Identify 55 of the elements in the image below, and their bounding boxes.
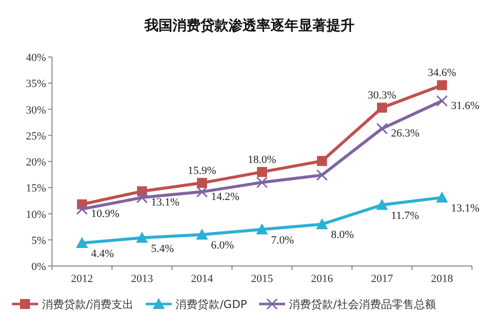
x-tick-label: 2013 bbox=[131, 273, 154, 285]
point bbox=[317, 156, 327, 166]
legend-label: 消费贷款/GDP bbox=[176, 298, 248, 311]
data-label: 18.0% bbox=[248, 154, 276, 166]
data-label: 4.4% bbox=[91, 248, 114, 260]
data-label: 34.6% bbox=[428, 67, 456, 80]
point bbox=[136, 232, 148, 243]
data-label: 11.7% bbox=[391, 210, 420, 222]
y-tick-label: 10% bbox=[26, 208, 46, 221]
point bbox=[76, 203, 88, 215]
y-tick-label: 20% bbox=[26, 156, 46, 168]
point bbox=[376, 198, 388, 210]
data-label: 14.2% bbox=[211, 190, 240, 203]
point bbox=[376, 122, 388, 134]
point bbox=[436, 95, 448, 107]
y-tick-label: 5% bbox=[31, 234, 46, 247]
x-tick-label: 2018 bbox=[431, 273, 454, 285]
x-tick-label: 2016 bbox=[311, 273, 334, 285]
chart-title: 我国消费贷款渗透率逐年显著提升 bbox=[144, 17, 354, 34]
data-label: 13.1% bbox=[451, 202, 480, 215]
point bbox=[436, 192, 448, 203]
x-tick-label: 2017 bbox=[371, 273, 394, 285]
y-tick-label: 0% bbox=[31, 261, 46, 273]
y-tick-label: 40% bbox=[26, 52, 46, 64]
x-tick-label: 2012 bbox=[71, 273, 93, 285]
x-tick-label: 2014 bbox=[191, 273, 214, 285]
point bbox=[136, 192, 148, 204]
data-label: 10.9% bbox=[91, 208, 120, 220]
point bbox=[256, 223, 268, 234]
point bbox=[196, 228, 208, 240]
data-label: 13.1% bbox=[151, 196, 180, 209]
y-tick-label: 25% bbox=[26, 130, 46, 142]
point bbox=[76, 237, 88, 248]
point bbox=[316, 218, 328, 230]
data-label: 8.0% bbox=[331, 229, 354, 242]
y-tick-label: 30% bbox=[26, 104, 46, 116]
point bbox=[437, 80, 447, 90]
point bbox=[257, 166, 267, 177]
point bbox=[196, 186, 208, 198]
point bbox=[377, 102, 387, 113]
y-tick-label: 15% bbox=[26, 182, 46, 195]
legend-label: 消费贷款/消费支出 bbox=[42, 298, 134, 311]
point bbox=[197, 178, 207, 188]
x-tick-label: 2015 bbox=[251, 273, 274, 285]
data-label: 5.4% bbox=[151, 242, 174, 255]
data-label: 26.3% bbox=[391, 128, 420, 140]
data-label: 6.0% bbox=[211, 240, 234, 252]
data-label: 7.0% bbox=[271, 234, 294, 246]
y-tick-label: 35% bbox=[26, 78, 46, 90]
legend-label: 消费贷款/社会消费品零售总额 bbox=[289, 298, 436, 311]
point bbox=[316, 169, 328, 181]
point bbox=[256, 176, 268, 188]
data-label: 31.6% bbox=[451, 100, 480, 112]
data-label: 15.9% bbox=[188, 164, 216, 177]
data-label: 30.3% bbox=[368, 90, 396, 102]
